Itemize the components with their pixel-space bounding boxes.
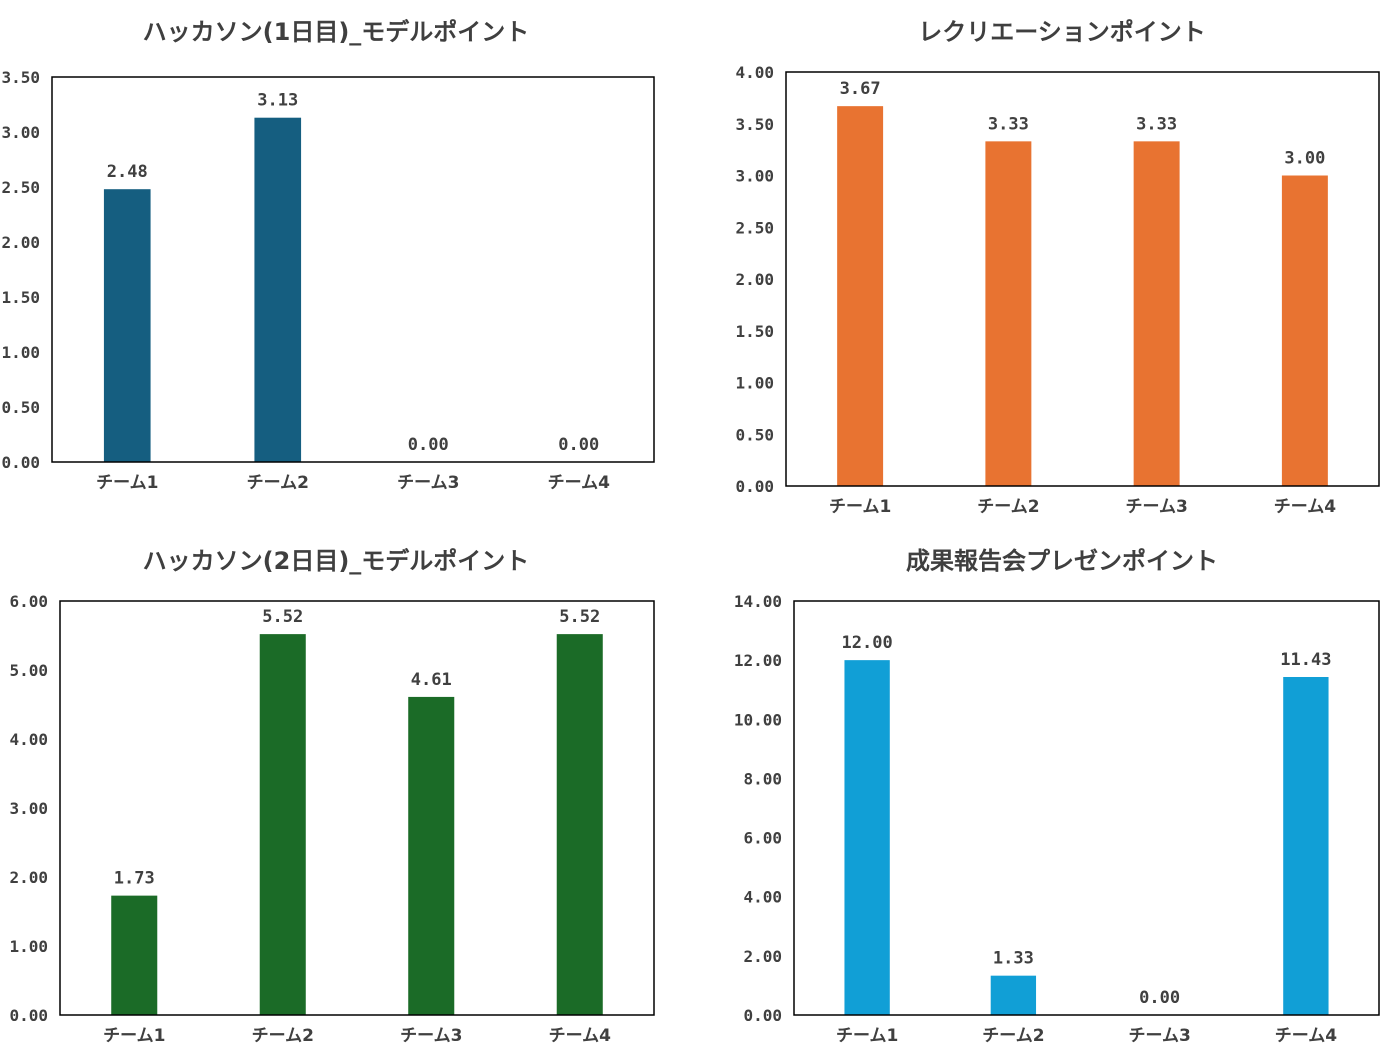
- y-tick-label: 1.00: [9, 937, 48, 956]
- category-label: チーム2: [252, 1026, 314, 1046]
- y-tick-label: 2.00: [9, 868, 48, 887]
- y-tick-label: 14.00: [734, 592, 782, 611]
- chart-panel-hackathon-day1: ハッカソン(1日目)_モデルポイント 0.00 0.50 1.00 1.50 2.00 2.…: [0, 0, 700, 530]
- data-label: 0.00: [1139, 988, 1180, 1008]
- y-tick-label: 12.00: [734, 651, 782, 670]
- y-tick-label: 4.00: [9, 730, 48, 749]
- y-tick-label: 1.50: [1, 288, 40, 307]
- bar-1: [103, 189, 151, 462]
- y-tick-label: 2.50: [735, 218, 774, 237]
- chart-title: レクリエーションポイント: [918, 18, 1206, 46]
- category-label: チーム1: [836, 1026, 898, 1046]
- y-tick-label: 3.00: [1, 123, 40, 142]
- bar-1: [111, 895, 158, 1015]
- bar-1: [837, 106, 884, 486]
- data-label: 2.48: [107, 162, 148, 182]
- plot-area-frame: [785, 71, 1380, 487]
- y-tick-label: 4.00: [735, 63, 774, 82]
- y-tick-label: 1.50: [735, 322, 774, 341]
- y-tick-label: 6.00: [743, 829, 782, 848]
- chart-presentation: 成果報告会プレゼンポイント 0.00 2.00 4.00 6.00 8.00 10.00 12…: [734, 547, 1380, 1046]
- bar-4: [556, 634, 603, 1015]
- chart-hackathon-day2: ハッカソン(2日目)_モデルポイント 0.00 1.00 2.00 3.00 4.00 5.…: [9, 547, 655, 1046]
- bar-1: [844, 660, 890, 1015]
- data-label: 1.33: [993, 949, 1034, 969]
- data-label: 0.00: [408, 435, 449, 455]
- data-label: 5.52: [262, 607, 303, 627]
- y-tick-label: 3.50: [1, 68, 40, 87]
- chart-panel-presentation: 成果報告会プレゼンポイント 0.00 2.00 4.00 6.00 8.00 10.00 12…: [700, 529, 1400, 1059]
- y-tick-label: 5.00: [9, 661, 48, 680]
- data-label: 0.00: [558, 435, 599, 455]
- y-tick-label: 4.00: [743, 888, 782, 907]
- y-tick-label: 0.00: [9, 1006, 48, 1025]
- data-label: 4.61: [411, 670, 452, 690]
- data-label: 12.00: [842, 633, 893, 653]
- y-tick-label: 1.00: [735, 374, 774, 393]
- y-tick-label: 6.00: [9, 592, 48, 611]
- bar-2: [254, 117, 302, 462]
- y-tick-label: 3.00: [9, 799, 48, 818]
- y-tick-label: 0.00: [735, 477, 774, 496]
- bar-3: [408, 696, 455, 1015]
- bar-4: [1283, 676, 1329, 1015]
- category-label: チーム4: [1274, 497, 1336, 517]
- data-label: 3.00: [1284, 149, 1325, 169]
- chart-recreation: レクリエーションポイント 0.00 0.50 1.00 1.50 2.00 2.50 3.00…: [735, 18, 1380, 517]
- category-label: チーム3: [400, 1026, 462, 1046]
- category-label: チーム1: [96, 473, 158, 493]
- y-tick-label: 0.00: [743, 1006, 782, 1025]
- chart-title: ハッカソン(1日目)_モデルポイント: [143, 18, 530, 46]
- category-label: チーム2: [982, 1026, 1044, 1046]
- y-tick-label: 3.00: [735, 167, 774, 186]
- y-tick-label: 0.50: [735, 425, 774, 444]
- data-label: 3.13: [257, 91, 298, 111]
- bar-2: [985, 141, 1032, 486]
- bar-2: [259, 634, 306, 1015]
- y-tick-label: 3.50: [735, 115, 774, 134]
- chart-title: ハッカソン(2日目)_モデルポイント: [143, 547, 530, 575]
- y-tick-label: 1.00: [1, 343, 40, 362]
- plot-area-frame: [793, 600, 1380, 1016]
- plot-area-frame: [51, 76, 655, 463]
- y-tick-label: 2.00: [735, 270, 774, 289]
- data-label: 11.43: [1280, 650, 1331, 670]
- y-tick-label: 10.00: [734, 710, 782, 729]
- bar-2: [990, 975, 1037, 1015]
- chart-panel-recreation: レクリエーションポイント 0.00 0.50 1.00 1.50 2.00 2.50 3.00…: [700, 0, 1400, 530]
- y-tick-label: 0.00: [1, 453, 40, 472]
- data-label: 1.73: [114, 869, 155, 889]
- category-label: チーム4: [548, 473, 610, 493]
- y-tick-label: 8.00: [743, 769, 782, 788]
- category-label: チーム4: [1275, 1026, 1337, 1046]
- data-label: 3.33: [988, 114, 1029, 134]
- chart-title: 成果報告会プレゼンポイント: [906, 547, 1218, 575]
- y-tick-label: 0.50: [1, 398, 40, 417]
- y-tick-label: 2.00: [1, 233, 40, 252]
- data-label: 5.52: [559, 607, 600, 627]
- category-label: チーム2: [977, 497, 1039, 517]
- chart-panel-hackathon-day2: ハッカソン(2日目)_モデルポイント 0.00 1.00 2.00 3.00 4.00 5.…: [0, 529, 700, 1059]
- category-label: チーム1: [829, 497, 891, 517]
- category-label: チーム2: [247, 473, 309, 493]
- category-label: チーム4: [549, 1026, 611, 1046]
- category-label: チーム3: [1128, 1026, 1190, 1046]
- bar-3: [1133, 141, 1180, 486]
- y-tick-label: 2.00: [743, 947, 782, 966]
- category-label: チーム1: [103, 1026, 165, 1046]
- category-label: チーム3: [1125, 497, 1187, 517]
- y-tick-label: 2.50: [1, 178, 40, 197]
- plot-area-frame: [59, 600, 655, 1016]
- category-label: チーム3: [397, 473, 459, 493]
- bar-4: [1281, 175, 1328, 486]
- data-label: 3.67: [840, 79, 881, 99]
- chart-hackathon-day1: ハッカソン(1日目)_モデルポイント 0.00 0.50 1.00 1.50 2.00 2.…: [1, 18, 655, 493]
- data-label: 3.33: [1136, 114, 1177, 134]
